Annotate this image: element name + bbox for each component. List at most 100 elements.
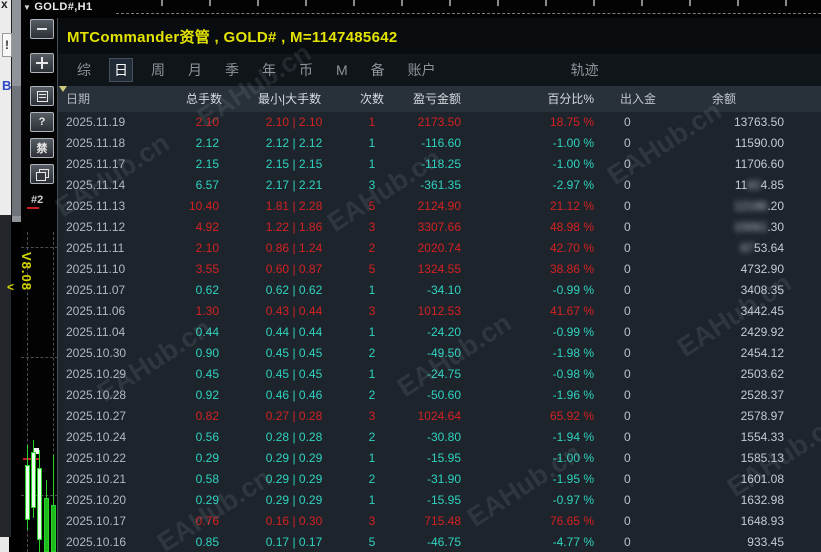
minimize-button[interactable] bbox=[30, 19, 54, 39]
column-header[interactable]: 百分比% bbox=[547, 92, 594, 106]
bold-button[interactable]: B bbox=[2, 78, 12, 93]
tab-备[interactable]: 备 bbox=[370, 62, 385, 78]
left-edge-dark bbox=[0, 215, 11, 537]
cell-count: 2 bbox=[368, 346, 376, 360]
cell-pct: -1.95 % bbox=[552, 472, 594, 486]
order-label: #2 bbox=[27, 194, 43, 209]
table-row[interactable]: 2025.11.11 2.10 0.86 | 1.24 2 2020.74 42.70 %… bbox=[58, 238, 821, 259]
table-row[interactable]: 2025.11.07 0.62 0.62 | 0.62 1 -34.10 -0.99 % 0… bbox=[58, 280, 821, 301]
table-row[interactable]: 2025.11.14 6.57 2.17 | 2.21 3 -361.35 -2.97 %… bbox=[58, 175, 821, 196]
table-row[interactable]: 2025.11.06 1.30 0.43 | 0.44 3 1012.53 41.67 %… bbox=[58, 301, 821, 322]
cell-profit: 3307.66 bbox=[417, 220, 461, 234]
table-row[interactable]: 2025.10.27 0.82 0.27 | 0.28 3 1024.64 65.92 %… bbox=[58, 406, 821, 427]
cell-balance: 1554.33 bbox=[740, 430, 784, 444]
cell-date: 2025.10.17 bbox=[66, 514, 127, 528]
horizontal-gridline bbox=[21, 357, 58, 358]
column-header[interactable]: 盈亏金额 bbox=[412, 92, 461, 106]
cell-inout: 0 bbox=[624, 451, 631, 465]
table-row[interactable]: 2025.10.28 0.92 0.46 | 0.46 2 -50.60 -1.96 % 0… bbox=[58, 385, 821, 406]
list-button[interactable] bbox=[30, 86, 54, 106]
cell-minmax: 0.46 | 0.46 bbox=[265, 388, 323, 402]
windows-button[interactable] bbox=[30, 164, 54, 184]
table-row[interactable]: 2025.10.16 0.85 0.17 | 0.17 5 -46.75 -4.77 % 0… bbox=[58, 532, 821, 552]
cell-profit: 2124.90 bbox=[417, 199, 461, 213]
cell-inout: 0 bbox=[624, 157, 631, 171]
cell-pct: -1.98 % bbox=[552, 346, 594, 360]
cell-pct: -0.99 % bbox=[552, 283, 594, 297]
cell-inout: 0 bbox=[624, 178, 631, 192]
column-header[interactable]: 出入金 bbox=[620, 92, 657, 106]
table-row[interactable]: 2025.10.17 0.76 0.16 | 0.30 3 715.48 76.65 % 0… bbox=[58, 511, 821, 532]
tab-周[interactable]: 周 bbox=[151, 62, 165, 78]
cell-inout: 0 bbox=[624, 136, 631, 150]
tab-币[interactable]: 币 bbox=[299, 62, 313, 78]
cell-inout: 0 bbox=[624, 241, 631, 255]
cell-balance: 6753.64 bbox=[740, 241, 784, 255]
column-header[interactable]: 次数 bbox=[359, 92, 384, 106]
alert-button[interactable]: ! bbox=[2, 33, 12, 57]
cell-date: 2025.11.11 bbox=[66, 241, 125, 255]
cell-lots: 0.29 bbox=[195, 451, 219, 465]
cell-lots: 2.15 bbox=[195, 157, 219, 171]
cell-balance: 1632.98 bbox=[740, 493, 784, 507]
cell-balance: 11824.85 bbox=[734, 178, 784, 192]
cell-minmax: 0.43 | 0.44 bbox=[265, 304, 323, 318]
table-row[interactable]: 2025.10.30 0.90 0.45 | 0.45 2 -49.50 -1.98 % 0… bbox=[58, 343, 821, 364]
table-row[interactable]: 2025.11.18 2.12 2.12 | 2.12 1 -116.60 -1.00 %… bbox=[58, 133, 821, 154]
cell-count: 1 bbox=[368, 157, 376, 171]
table-row[interactable]: 2025.11.04 0.44 0.44 | 0.44 1 -24.20 -0.99 % 0… bbox=[58, 322, 821, 343]
candle-body bbox=[51, 505, 56, 552]
tab-季[interactable]: 季 bbox=[225, 62, 239, 78]
table-row[interactable]: 2025.11.10 3.55 0.60 | 0.87 5 1324.55 38.86 %… bbox=[58, 259, 821, 280]
cell-date: 2025.11.19 bbox=[66, 115, 126, 129]
header-corner-triangle-icon[interactable] bbox=[59, 86, 67, 92]
tab-账户[interactable]: 账户 bbox=[407, 62, 436, 78]
cell-lots: 0.62 bbox=[195, 283, 219, 297]
column-header[interactable]: 最小|大手数 bbox=[258, 92, 322, 106]
close-icon[interactable]: x bbox=[1, 0, 8, 11]
table-row[interactable]: 2025.10.29 0.45 0.45 | 0.45 1 -24.75 -0.98 % 0… bbox=[58, 364, 821, 385]
cell-inout: 0 bbox=[624, 430, 631, 444]
window-cascade-icon bbox=[36, 168, 49, 181]
cell-date: 2025.11.07 bbox=[66, 283, 126, 297]
cell-profit: -15.95 bbox=[426, 451, 461, 465]
help-button[interactable]: ? bbox=[30, 112, 54, 132]
table-row[interactable]: 2025.10.24 0.56 0.28 | 0.28 2 -30.80 -1.94 % 0… bbox=[58, 427, 821, 448]
tab-月[interactable]: 月 bbox=[188, 62, 202, 78]
cell-lots: 0.56 bbox=[195, 430, 219, 444]
column-header[interactable]: 日期 bbox=[66, 92, 91, 106]
cell-date: 2025.11.12 bbox=[66, 220, 126, 234]
table-row[interactable]: 2025.11.12 4.92 1.22 | 1.86 3 3307.66 48.98 %… bbox=[58, 217, 821, 238]
disable-button[interactable]: 禁 bbox=[30, 138, 54, 158]
table-row[interactable]: 2025.10.21 0.58 0.29 | 0.29 2 -31.90 -1.95 % 0… bbox=[58, 469, 821, 490]
column-header[interactable]: 余额 bbox=[712, 92, 737, 106]
cell-pct: -1.00 % bbox=[552, 136, 594, 150]
tab-M[interactable]: M bbox=[336, 62, 348, 78]
version-label: V8.08 bbox=[19, 252, 34, 291]
table-row[interactable]: 2025.10.20 0.29 0.29 | 0.29 1 -15.95 -0.97 % 0… bbox=[58, 490, 821, 511]
cell-date: 2025.11.14 bbox=[66, 178, 126, 192]
tab-年[interactable]: 年 bbox=[262, 62, 276, 78]
tab-综[interactable]: 综 bbox=[77, 62, 91, 78]
table-row[interactable]: 2025.11.19 2.10 2.10 | 2.10 1 2173.50 18.75 %… bbox=[58, 112, 821, 133]
cell-lots: 0.29 bbox=[195, 493, 219, 507]
table-row[interactable]: 2025.10.22 0.29 0.29 | 0.29 1 -15.95 -1.00 % 0… bbox=[58, 448, 821, 469]
cell-pct: 65.92 % bbox=[549, 409, 594, 423]
column-header[interactable]: 总手数 bbox=[186, 92, 223, 106]
tab-轨迹[interactable]: 轨迹 bbox=[570, 62, 599, 78]
cell-lots: 0.92 bbox=[195, 388, 219, 402]
cell-lots: 4.92 bbox=[195, 220, 219, 234]
scrollbar-thumb[interactable] bbox=[12, 86, 21, 216]
cell-balance: 11706.60 bbox=[734, 157, 784, 171]
horizontal-gridline bbox=[21, 247, 58, 248]
cell-count: 2 bbox=[368, 472, 376, 486]
cell-count: 2 bbox=[368, 430, 376, 444]
table-row[interactable]: 2025.11.17 2.15 2.15 | 2.15 1 -118.25 -1.00 %… bbox=[58, 154, 821, 175]
cell-profit: -49.50 bbox=[426, 346, 461, 360]
table-row[interactable]: 2025.11.13 10.40 1.81 | 2.28 5 2124.90 21.12 … bbox=[58, 196, 821, 217]
dropdown-triangle-icon[interactable]: ▼ bbox=[23, 3, 32, 12]
tab-日[interactable]: 日 bbox=[109, 58, 133, 82]
move-button[interactable] bbox=[30, 53, 54, 73]
panel-titlebar[interactable]: MTCommander资管 , GOLD# , M=1147485642 bbox=[58, 18, 821, 54]
